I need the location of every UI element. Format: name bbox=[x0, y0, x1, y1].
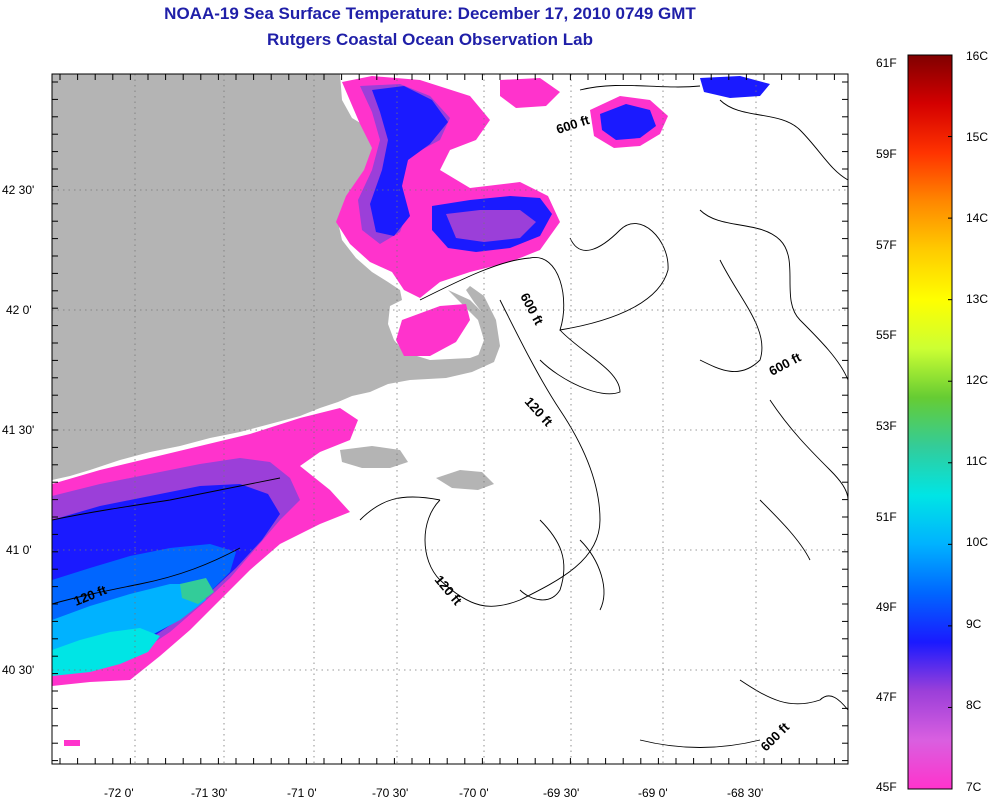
sst-speck bbox=[64, 740, 80, 746]
colorbar-c-label: 15C bbox=[966, 130, 989, 144]
colorbar-c-label: 14C bbox=[966, 211, 989, 225]
land-marthas-vineyard bbox=[340, 446, 408, 468]
bathymetry-contours bbox=[52, 84, 848, 748]
sst-swath-maine-north bbox=[500, 76, 770, 148]
colorbar-c-label: 16C bbox=[966, 49, 989, 63]
land-new-england bbox=[52, 74, 500, 480]
map-title: NOAA-19 Sea Surface Temperature: Decembe… bbox=[164, 4, 696, 23]
colorbar-f-label: 47F bbox=[876, 690, 897, 704]
colorbar-c-label: 10C bbox=[966, 535, 989, 549]
land-nantucket bbox=[436, 470, 494, 490]
lon-tick-label: -71 0' bbox=[287, 786, 317, 800]
colorbar-c-label: 8C bbox=[966, 698, 982, 712]
colorbar-c-label: 12C bbox=[966, 373, 989, 387]
colorbar-f-label: 55F bbox=[876, 328, 897, 342]
colorbar-c-label: 9C bbox=[966, 617, 982, 631]
lat-tick-label: 42 30' bbox=[2, 183, 35, 197]
map-frame bbox=[51, 73, 849, 765]
map-subtitle: Rutgers Coastal Ocean Observation Lab bbox=[267, 30, 593, 49]
lat-tick-label: 42 0' bbox=[6, 303, 32, 317]
lon-tick-label: -72 0' bbox=[104, 786, 134, 800]
lat-tick-label: 41 30' bbox=[2, 423, 35, 437]
colorbar-f-label: 51F bbox=[876, 510, 897, 524]
lon-tick-label: -69 0' bbox=[638, 786, 668, 800]
colorbar-c-label: 11C bbox=[966, 454, 988, 468]
colorbar bbox=[907, 54, 953, 790]
colorbar-f-label: 57F bbox=[876, 238, 897, 252]
colorbar-f-label: 49F bbox=[876, 600, 897, 614]
colorbar-f-label: 61F bbox=[876, 56, 897, 70]
lat-tick-label: 41 0' bbox=[6, 543, 32, 557]
colorbar-c-label: 7C bbox=[966, 780, 982, 794]
lon-tick-label: -70 0' bbox=[459, 786, 489, 800]
lon-tick-label: -70 30' bbox=[372, 786, 409, 800]
colorbar-f-label: 45F bbox=[876, 780, 897, 794]
sst-swath-gulf-of-maine bbox=[336, 76, 560, 298]
colorbar-f-label: 53F bbox=[876, 419, 897, 433]
axis-ticks bbox=[52, 74, 848, 764]
lon-tick-label: -69 30' bbox=[543, 786, 580, 800]
lon-tick-label: -71 30' bbox=[191, 786, 228, 800]
lon-tick-label: -68 30' bbox=[727, 786, 764, 800]
graticule bbox=[52, 74, 848, 764]
colorbar-f-label: 59F bbox=[876, 147, 897, 161]
sst-swath-cape-bay bbox=[396, 304, 470, 356]
colorbar-ticks bbox=[948, 54, 952, 790]
land-cape-cod bbox=[448, 290, 498, 358]
lat-tick-label: 40 30' bbox=[2, 663, 35, 677]
colorbar-c-label: 13C bbox=[966, 292, 989, 306]
